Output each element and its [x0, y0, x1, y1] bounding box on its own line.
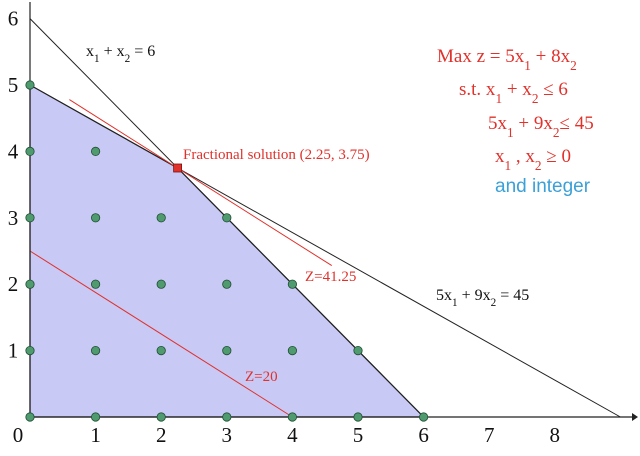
fractional-solution-label: Fractional solution (2.25, 3.75) [183, 147, 370, 163]
model-objective: Max z = 5x1 + 8x2 [437, 46, 577, 73]
x-tick-label: 6 [418, 423, 429, 447]
integer-point [353, 412, 363, 422]
objective-line-1 [29, 250, 293, 418]
fractional-solution-marker [173, 163, 183, 173]
x-axis-arrow-icon [632, 413, 638, 421]
integer-point [25, 80, 35, 90]
x-tick-label: 5 [353, 423, 364, 447]
integer-point [25, 279, 35, 289]
x-tick-label: 8 [550, 423, 561, 447]
y-tick-label: 3 [8, 206, 19, 230]
integer-point [25, 345, 35, 356]
constraint-line-2 [29, 84, 621, 418]
integer-point [156, 279, 166, 289]
integer-point [91, 412, 101, 422]
constraint-label-2: 5x1 + 9x2 = 45 [436, 287, 529, 309]
integer-point [156, 345, 166, 356]
model-constraint-2: 5x1 + 9x2≤ 45 [488, 113, 594, 140]
objective-label-z20: Z=20 [245, 369, 278, 385]
integer-point [222, 213, 232, 223]
objective-label-z41: Z=41.25 [305, 269, 356, 285]
integer-point [25, 146, 35, 156]
feasible-region [29, 83, 426, 418]
integer-point [353, 345, 363, 356]
integer-point [418, 412, 429, 422]
integer-point [25, 213, 35, 223]
x-tick-label: 0 [13, 423, 24, 447]
integer-point [287, 279, 297, 289]
objective-line-2 [69, 99, 333, 267]
y-tick-label: 1 [8, 339, 19, 363]
integer-point [222, 345, 232, 356]
constraint-label-1: x1 + x2 = 6 [86, 43, 155, 65]
integer-point [91, 279, 101, 289]
integer-point [156, 213, 166, 223]
y-tick-label: 2 [8, 272, 19, 296]
integer-point [287, 345, 297, 356]
model-constraint-1: s.t. x1 + x2 ≤ 6 [459, 79, 568, 106]
y-tick-label: 5 [8, 73, 19, 97]
x-tick-label: 3 [222, 423, 233, 447]
integer-point [222, 279, 232, 289]
y-tick-label: 6 [8, 7, 19, 31]
x-tick-label: 1 [90, 423, 101, 447]
integer-point [91, 213, 101, 223]
x-tick-label: 4 [287, 423, 298, 447]
integer-point [222, 412, 232, 422]
x-tick-label: 7 [484, 423, 495, 447]
integer-point [25, 412, 35, 422]
integer-point [91, 146, 101, 156]
y-tick-label: 4 [8, 139, 19, 163]
integer-point [287, 412, 297, 422]
x-tick-label: 2 [156, 423, 167, 447]
integer-point [156, 412, 166, 422]
integer-point [91, 345, 101, 356]
model-nonnegativity: x1 , x2 ≥ 0 [495, 146, 571, 173]
model-integer-condition: and integer [495, 176, 591, 197]
